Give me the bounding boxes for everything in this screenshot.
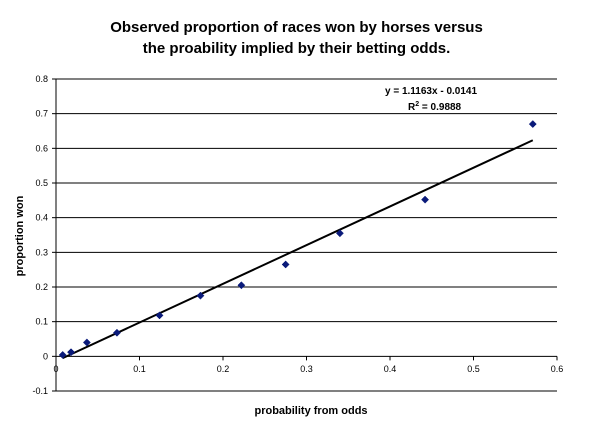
data-point xyxy=(155,311,164,320)
y-tick-label: 0.4 xyxy=(35,213,48,223)
data-point xyxy=(196,291,205,300)
data-point xyxy=(82,338,91,347)
data-point xyxy=(421,195,430,204)
x-tick-label: 0.4 xyxy=(384,364,397,374)
y-tick-label: 0.5 xyxy=(35,178,48,188)
x-tick-label: 0.3 xyxy=(300,364,313,374)
x-tick-label: 0.1 xyxy=(133,364,146,374)
x-tick-label: 0 xyxy=(53,364,58,374)
axes xyxy=(52,78,558,392)
y-tick-label: 0.7 xyxy=(35,109,48,119)
x-tick-label: 0.5 xyxy=(467,364,480,374)
y-axis-title: proportion won xyxy=(14,195,26,276)
trendline-equation: y = 1.1163x - 0.0141 xyxy=(385,86,477,97)
x-tick-label: 0.2 xyxy=(217,364,230,374)
gridlines xyxy=(56,78,557,392)
data-point xyxy=(281,260,290,269)
y-tick-label: 0.3 xyxy=(35,247,48,257)
r-squared-label: R2 = 0.9888 xyxy=(408,101,462,113)
data-points xyxy=(58,120,537,359)
data-point xyxy=(237,281,246,290)
r-squared-value: = 0.9888 xyxy=(419,102,461,113)
r-squared-prefix: R xyxy=(408,102,416,113)
trendline-group xyxy=(62,139,534,360)
y-tick-labels: -0.1 0 0.1 0.2 0.3 0.4 0.5 0.6 0.7 0.8 xyxy=(32,74,48,396)
y-tick-label: 0.1 xyxy=(35,317,48,327)
y-tick-label: 0 xyxy=(43,351,48,361)
data-point xyxy=(113,328,121,337)
x-axis-title: probability from odds xyxy=(254,405,367,417)
x-tick-label: 0.6 xyxy=(551,364,564,374)
data-point xyxy=(67,348,75,357)
chart-title-line-1: Observed proportion of races won by hors… xyxy=(110,19,483,36)
y-tick-label: 0.2 xyxy=(35,282,48,292)
trendline xyxy=(62,139,534,360)
x-tick-labels: 0 0.1 0.2 0.3 0.4 0.5 0.6 xyxy=(53,364,563,374)
y-tick-label: -0.1 xyxy=(32,386,48,396)
data-point xyxy=(58,350,67,359)
y-tick-label: 0.8 xyxy=(35,74,48,84)
r-squared-superscript: 2 xyxy=(415,101,419,108)
data-point xyxy=(335,229,344,238)
data-point xyxy=(528,120,537,129)
y-tick-label: 0.6 xyxy=(35,143,48,153)
chart-title-line-2: the proability implied by their betting … xyxy=(142,40,451,57)
